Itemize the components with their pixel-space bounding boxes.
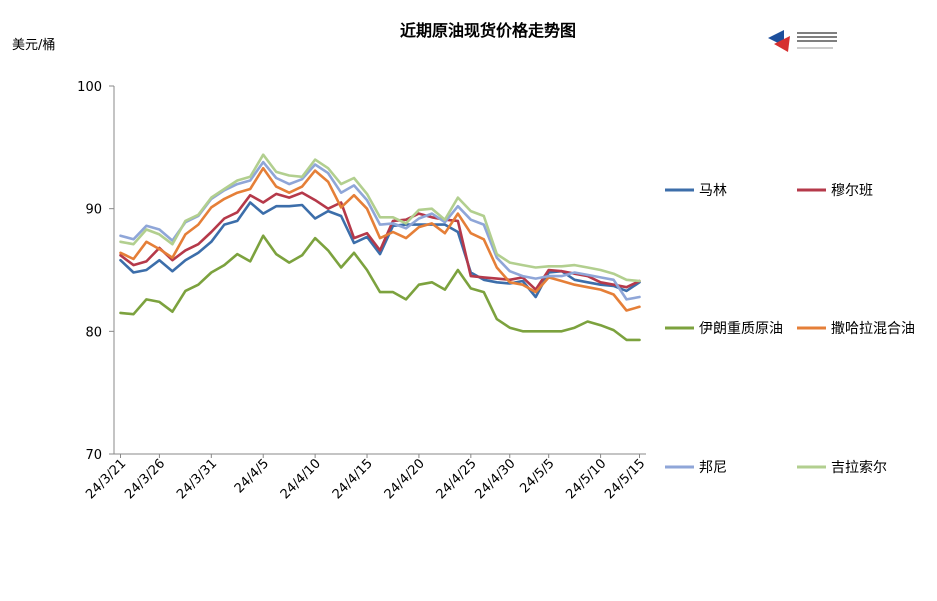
series-line-0 xyxy=(119,201,641,299)
series-layer xyxy=(119,153,641,342)
series-line-5 xyxy=(119,153,641,283)
legend-label: 邦尼 xyxy=(699,460,727,476)
y-tick-label: 90 xyxy=(85,203,102,218)
legend-label: 穆尔班 xyxy=(831,183,873,199)
x-tick-label: 24/4/10 xyxy=(278,456,324,502)
logo-mark-icon-red xyxy=(774,36,790,52)
logo-wordmark-strokes xyxy=(797,32,837,42)
x-tick-label: 24/5/5 xyxy=(517,456,557,496)
series-line-2 xyxy=(119,234,641,342)
x-tick-label: 24/5/10 xyxy=(563,456,609,502)
x-tick-label: 24/3/26 xyxy=(122,456,168,502)
series-line-3 xyxy=(119,166,641,312)
x-tick-label: 24/4/25 xyxy=(434,456,480,502)
y-axis: 70 80 90 100 xyxy=(77,80,115,463)
brand-logo xyxy=(768,30,837,52)
x-tick-label: 24/4/20 xyxy=(382,456,428,502)
x-tick-label: 24/5/15 xyxy=(602,456,648,502)
legend-label: 撒哈拉混合油 xyxy=(831,321,915,337)
y-axis-unit: 美元/桶 xyxy=(12,38,55,53)
chart-title: 近期原油现货价格走势图 xyxy=(400,21,576,40)
legend-label: 伊朗重质原油 xyxy=(699,321,783,337)
series-line-4 xyxy=(119,160,641,301)
y-tick-label: 100 xyxy=(77,80,102,95)
series-line-1 xyxy=(119,191,641,291)
y-tick-label: 70 xyxy=(85,448,102,463)
legend-label: 吉拉索尔 xyxy=(831,459,887,476)
x-tick-label: 24/4/30 xyxy=(473,456,519,502)
x-tick-label: 24/4/5 xyxy=(232,456,272,496)
x-tick-label: 24/3/21 xyxy=(83,456,129,502)
x-tick-label: 24/4/15 xyxy=(330,456,376,502)
x-tick-label: 24/3/31 xyxy=(174,456,220,502)
y-tick-label: 80 xyxy=(85,325,102,340)
legend-label: 马林 xyxy=(699,183,727,199)
